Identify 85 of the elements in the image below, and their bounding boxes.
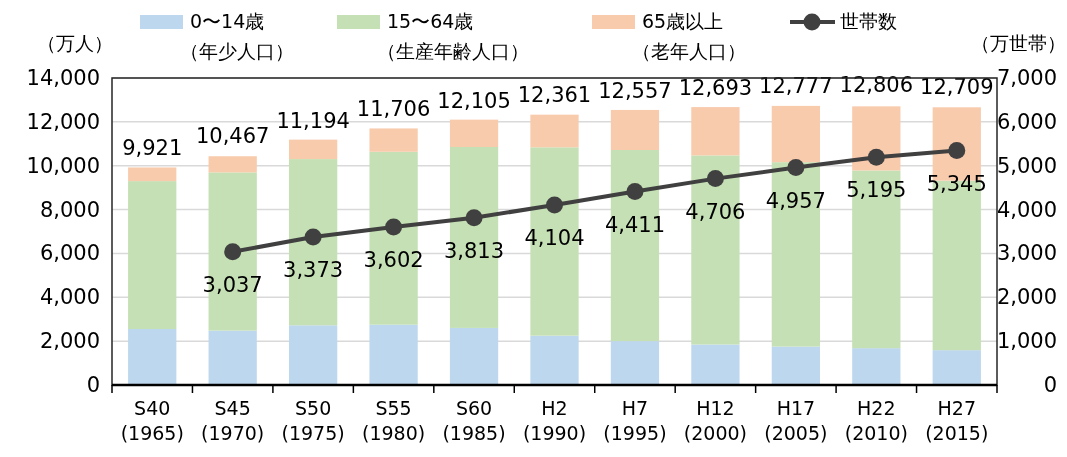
x-tick-label: H7 (1995) bbox=[603, 397, 667, 444]
annotation: 12,709 bbox=[920, 75, 994, 100]
x-tick-label: S50 (1975) bbox=[281, 397, 345, 444]
point bbox=[465, 209, 483, 227]
bar bbox=[128, 181, 177, 330]
y2-tick-label: 1,000 bbox=[996, 329, 1057, 354]
y2-tick-label: 0 bbox=[1043, 373, 1057, 397]
x-tick-label: S60 (1985) bbox=[442, 397, 506, 444]
point bbox=[706, 170, 724, 188]
data-label: 3,373 bbox=[283, 258, 344, 283]
y-axis-title: （万人） bbox=[37, 32, 113, 54]
annotation: 12,361 bbox=[517, 82, 592, 107]
y-tick-label: 14,000 bbox=[26, 66, 100, 90]
x-tick-label: H17 (2005) bbox=[764, 397, 828, 444]
point bbox=[626, 183, 644, 201]
y-tick-label: 6,000 bbox=[39, 241, 100, 266]
annotation: 11,706 bbox=[356, 97, 431, 122]
bar bbox=[369, 324, 418, 385]
bar bbox=[932, 350, 981, 385]
legend-label: 世帯数 bbox=[840, 10, 897, 32]
annotation: 11,194 bbox=[276, 108, 350, 133]
x-tick-label: S55 (1980) bbox=[362, 397, 426, 444]
bar bbox=[208, 156, 257, 173]
x-tick-label: H22 (2010) bbox=[844, 397, 908, 444]
x-tick-label: H27 (2015) bbox=[925, 397, 989, 444]
annotation: 12,806 bbox=[839, 73, 914, 98]
y-tick-label: 12,000 bbox=[26, 109, 100, 134]
bar bbox=[208, 330, 257, 385]
point bbox=[867, 148, 885, 166]
annotation: 9,921 bbox=[122, 136, 183, 161]
bar bbox=[369, 128, 418, 152]
y2-tick-label: 2,000 bbox=[996, 285, 1057, 310]
data-label: 3,813 bbox=[443, 238, 505, 263]
bar bbox=[530, 114, 579, 148]
data-label: 4,706 bbox=[685, 199, 746, 224]
x-tick-label: H2 (1990) bbox=[522, 397, 587, 444]
point bbox=[304, 228, 322, 246]
data-label: 3,037 bbox=[202, 272, 263, 297]
bar bbox=[289, 139, 338, 160]
data-label: 4,104 bbox=[524, 226, 585, 251]
y2-axis-title: （万世帯） bbox=[970, 32, 1066, 54]
legend-label: 15〜64歳（生産年齢人口） bbox=[377, 10, 529, 62]
annotation: 12,105 bbox=[437, 88, 511, 113]
bar bbox=[691, 107, 740, 156]
bar bbox=[530, 335, 579, 385]
y2-tick-label: 3,000 bbox=[996, 241, 1057, 266]
y-tick-label: 0 bbox=[86, 373, 100, 397]
legend-label: 0〜14歳（年少人口） bbox=[180, 10, 294, 62]
bar bbox=[610, 109, 660, 150]
data-label: 5,195 bbox=[846, 178, 907, 203]
bar bbox=[289, 325, 338, 385]
point bbox=[385, 218, 403, 236]
annotation: 12,777 bbox=[759, 73, 833, 98]
data-label: 5,345 bbox=[926, 171, 987, 196]
bar bbox=[128, 167, 177, 182]
y2-tick-label: 7,000 bbox=[996, 66, 1057, 90]
bar bbox=[449, 119, 499, 147]
y-tick-label: 10,000 bbox=[26, 153, 100, 178]
bar bbox=[852, 348, 901, 385]
point bbox=[224, 243, 242, 261]
y-tick-label: 2,000 bbox=[39, 329, 100, 354]
annotation: 12,693 bbox=[678, 75, 753, 100]
y2-tick-label: 6,000 bbox=[996, 109, 1057, 134]
data-label: 3,602 bbox=[363, 248, 424, 273]
x-tick-label: S45 (1970) bbox=[201, 397, 265, 444]
bar bbox=[771, 346, 820, 385]
data-label: 4,411 bbox=[604, 212, 666, 237]
point bbox=[787, 159, 805, 177]
bar bbox=[771, 105, 820, 163]
point bbox=[546, 196, 563, 214]
data-label: 4,957 bbox=[765, 188, 826, 213]
x-tick-label: H12 (2000) bbox=[683, 397, 747, 444]
bar bbox=[449, 327, 499, 385]
y2-tick-label: 4,000 bbox=[996, 197, 1057, 222]
x-tick-label: S40 (1965) bbox=[120, 397, 184, 444]
y-tick-label: 4,000 bbox=[39, 285, 100, 310]
y-tick-label: 8,000 bbox=[39, 197, 100, 222]
point bbox=[948, 142, 966, 160]
bar bbox=[610, 341, 660, 385]
annotation: 12,557 bbox=[598, 78, 672, 103]
legend-label: 65歳以上（老年人口） bbox=[632, 10, 746, 62]
bar bbox=[128, 329, 177, 385]
y2-tick-label: 5,000 bbox=[996, 153, 1057, 178]
annotation: 10,467 bbox=[195, 124, 270, 149]
bar bbox=[691, 344, 740, 385]
